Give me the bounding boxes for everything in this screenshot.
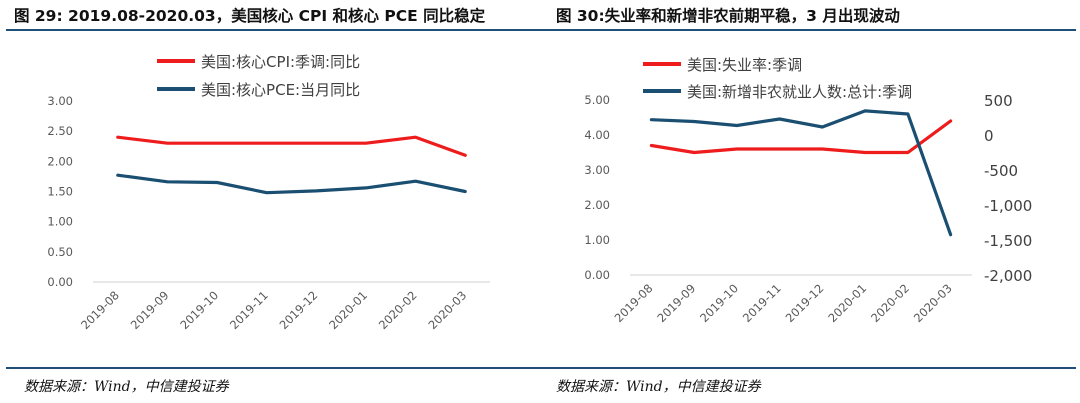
x-tick-label: 2020-03	[425, 288, 469, 332]
x-tick-label: 2019-09	[654, 281, 698, 325]
y-tick-label: 1.00	[584, 233, 610, 247]
x-tick-label: 2019-10	[697, 281, 741, 325]
bottom-divider	[6, 367, 1076, 369]
y2-tick-label: 500	[984, 92, 1013, 110]
series-line-2	[649, 109, 953, 237]
y2-tick-label: -2,000	[984, 267, 1032, 285]
x-tick-label: 2020-02	[376, 288, 420, 332]
x-tick-label: 2019-12	[783, 281, 827, 325]
legend-label-2: 美国:核心PCE:当月同比	[201, 81, 360, 99]
y-tick-label: 2.50	[47, 124, 73, 138]
series-line-1	[116, 135, 467, 157]
y-tick-label: 1.50	[47, 185, 73, 199]
right-line-chart: 0.00 1.00 2.00 3.00 4.00 5.00 -2,000 -1,500 -1,0…	[584, 56, 1032, 325]
x-tick-label: 2020-02	[868, 281, 912, 325]
x-tick-label: 2020-03	[911, 281, 955, 325]
legend-label-1: 美国:核心CPI:季调:同比	[201, 53, 360, 71]
y-tick-label: 2.00	[584, 198, 610, 212]
left-chart-title: 图 29: 2019.08-2020.03，美国核心 CPI 和核心 PCE 同…	[14, 7, 486, 25]
y-tick-label: 4.00	[584, 128, 610, 142]
y-tick-label: 3.00	[47, 94, 73, 108]
y-tick-label: 5.00	[584, 93, 610, 107]
y-tick-label: 0.00	[47, 275, 73, 289]
x-tick-label: 2019-10	[177, 288, 221, 332]
series-line-1	[649, 119, 953, 155]
y-tick-label: 3.00	[584, 163, 610, 177]
y-tick-label: 0.00	[584, 268, 610, 282]
right-chart-title: 图 30:失业率和新增非农前期平稳，3 月出现波动	[556, 7, 900, 25]
left-data-source: 数据来源：Wind，中信建投证券	[24, 379, 229, 395]
x-tick-label: 2019-11	[740, 281, 784, 325]
y2-tick-label: -1,500	[984, 232, 1032, 250]
y-tick-label: 2.00	[47, 154, 73, 168]
x-tick-label: 2019-08	[78, 288, 122, 332]
legend-label-1: 美国:失业率:季调	[687, 56, 802, 74]
y-tick-label: 0.50	[47, 245, 73, 259]
x-tick-label: 2019-08	[612, 281, 656, 325]
x-tick-label: 2019-11	[227, 288, 271, 332]
y2-tick-label: 0	[984, 127, 994, 145]
x-tick-label: 2019-09	[128, 288, 172, 332]
y2-tick-label: -1,000	[984, 197, 1032, 215]
x-tick-label: 2020-01	[326, 288, 370, 332]
right-data-source: 数据来源：Wind，中信建投证券	[556, 379, 761, 395]
x-tick-label: 2019-12	[277, 288, 321, 332]
series-line-2	[116, 173, 467, 195]
y-tick-label: 1.00	[47, 215, 73, 229]
legend-label-2: 美国:新增非农就业人数:总计:季调	[687, 83, 912, 101]
x-tick-label: 2020-01	[825, 281, 869, 325]
top-divider	[6, 29, 1076, 31]
y2-tick-label: -500	[984, 162, 1018, 180]
